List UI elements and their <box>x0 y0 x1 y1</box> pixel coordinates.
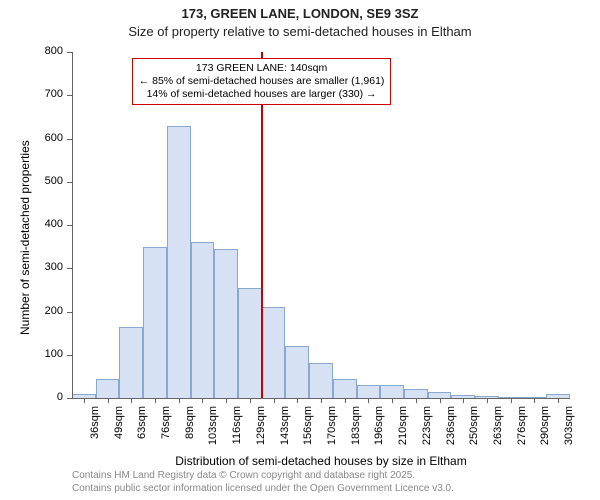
x-tick-label: 263sqm <box>492 406 504 456</box>
annotation-box: 173 GREEN LANE: 140sqm← 85% of semi-deta… <box>132 58 392 105</box>
x-tick-label: 303sqm <box>563 406 575 456</box>
x-tick-label: 89sqm <box>184 406 196 456</box>
x-tick <box>440 398 441 403</box>
y-tick <box>67 355 72 356</box>
x-tick <box>108 398 109 403</box>
annotation-line: 173 GREEN LANE: 140sqm <box>139 62 385 75</box>
x-tick <box>368 398 369 403</box>
histogram-bar <box>285 346 309 398</box>
annotation-line: ← 85% of semi-detached houses are smalle… <box>139 75 385 88</box>
footer-line-2: Contains public sector information licen… <box>72 483 454 494</box>
x-tick <box>250 398 251 403</box>
histogram-bar <box>191 242 215 398</box>
x-tick <box>202 398 203 403</box>
histogram-bar <box>404 389 428 398</box>
x-tick-label: 129sqm <box>255 406 267 456</box>
footer-line-1: Contains HM Land Registry data © Crown c… <box>72 470 415 481</box>
y-tick <box>67 95 72 96</box>
histogram-bar <box>262 307 286 398</box>
x-tick <box>179 398 180 403</box>
histogram-bar <box>119 327 143 398</box>
histogram-bar <box>214 249 238 398</box>
histogram-bar <box>357 385 381 398</box>
y-tick-label: 800 <box>23 45 63 57</box>
chart-container: { "canvas": { "width": 600, "height": 50… <box>0 0 600 500</box>
x-tick-label: 290sqm <box>539 406 551 456</box>
x-tick <box>487 398 488 403</box>
y-tick-label: 100 <box>23 348 63 360</box>
y-axis-line <box>72 52 73 398</box>
x-tick-label: 156sqm <box>302 406 314 456</box>
chart-subtitle: Size of property relative to semi-detach… <box>0 24 600 41</box>
y-tick-label: 400 <box>23 218 63 230</box>
x-tick-label: 103sqm <box>207 406 219 456</box>
annotation-line: 14% of semi-detached houses are larger (… <box>139 88 385 101</box>
y-tick <box>67 398 72 399</box>
histogram-bar <box>167 126 191 398</box>
x-tick-label: 143sqm <box>279 406 291 456</box>
histogram-bar <box>333 379 357 398</box>
histogram-bar <box>309 363 333 398</box>
x-tick-label: 183sqm <box>350 406 362 456</box>
x-tick <box>345 398 346 403</box>
histogram-bar <box>143 247 167 398</box>
histogram-bar <box>380 385 404 398</box>
x-tick <box>274 398 275 403</box>
x-tick-label: 170sqm <box>326 406 338 456</box>
y-tick <box>67 312 72 313</box>
histogram-bar <box>96 379 120 398</box>
chart-title: 173, GREEN LANE, LONDON, SE9 3SZ <box>0 6 600 23</box>
y-tick-label: 700 <box>23 88 63 100</box>
x-tick-label: 196sqm <box>373 406 385 456</box>
x-tick-label: 236sqm <box>445 406 457 456</box>
y-tick-label: 600 <box>23 132 63 144</box>
y-tick <box>67 268 72 269</box>
x-tick <box>226 398 227 403</box>
x-tick <box>297 398 298 403</box>
y-tick <box>67 182 72 183</box>
x-axis-label: Distribution of semi-detached houses by … <box>72 454 570 468</box>
x-tick <box>463 398 464 403</box>
x-tick <box>321 398 322 403</box>
x-tick-label: 63sqm <box>136 406 148 456</box>
x-tick-label: 210sqm <box>397 406 409 456</box>
x-tick-label: 76sqm <box>160 406 172 456</box>
x-tick-label: 49sqm <box>113 406 125 456</box>
plot-area: 173 GREEN LANE: 140sqm← 85% of semi-deta… <box>72 52 570 398</box>
y-tick-label: 0 <box>23 391 63 403</box>
y-tick-label: 200 <box>23 305 63 317</box>
x-tick-label: 116sqm <box>231 406 243 456</box>
y-tick <box>67 225 72 226</box>
x-tick-label: 36sqm <box>89 406 101 456</box>
x-tick-label: 250sqm <box>468 406 480 456</box>
histogram-bar <box>238 288 262 398</box>
x-tick <box>558 398 559 403</box>
x-tick <box>84 398 85 403</box>
x-tick <box>416 398 417 403</box>
y-tick <box>67 52 72 53</box>
x-tick <box>534 398 535 403</box>
x-tick-label: 223sqm <box>421 406 433 456</box>
x-tick-label: 276sqm <box>516 406 528 456</box>
y-tick-label: 500 <box>23 175 63 187</box>
x-tick <box>131 398 132 403</box>
x-tick <box>155 398 156 403</box>
y-tick <box>67 139 72 140</box>
y-tick-label: 300 <box>23 261 63 273</box>
x-tick <box>392 398 393 403</box>
x-tick <box>511 398 512 403</box>
